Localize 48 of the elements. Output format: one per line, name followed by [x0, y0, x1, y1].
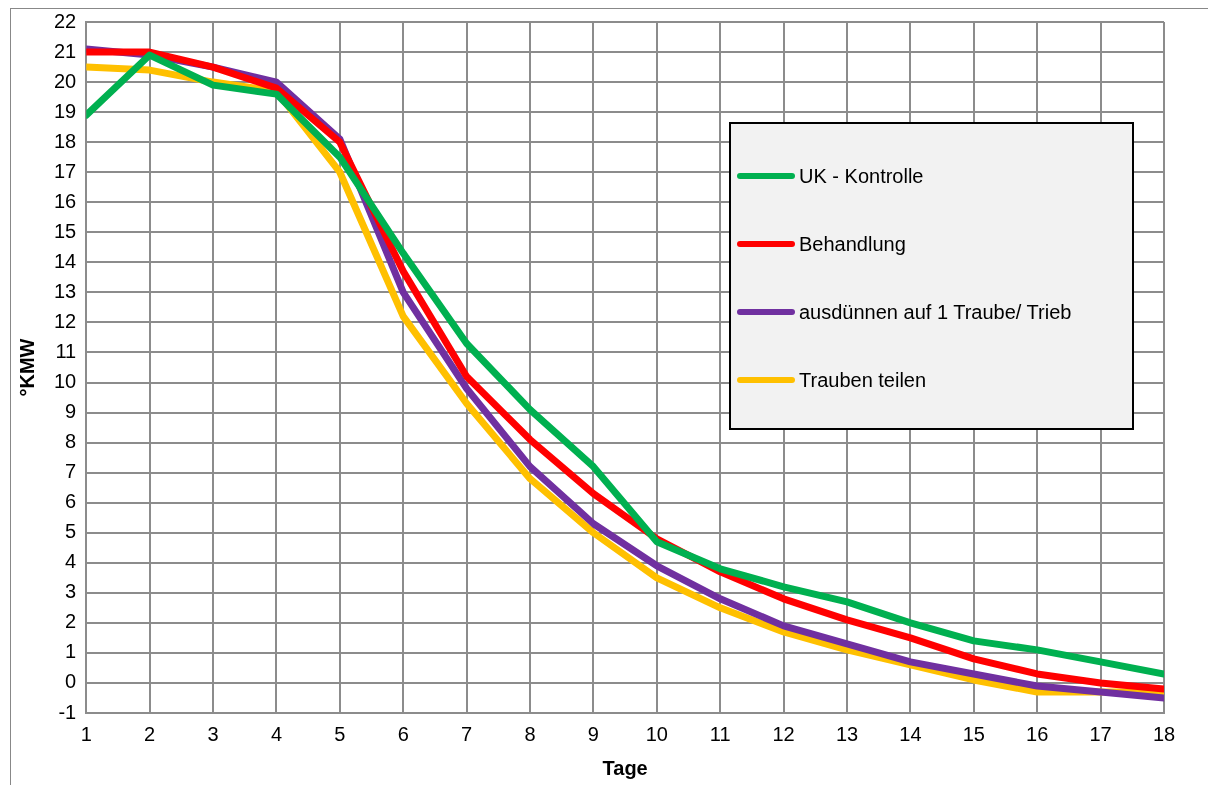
x-tick-label: 4: [270, 722, 282, 745]
x-tick-label: 13: [835, 722, 859, 745]
y-tick-label: 8: [65, 430, 77, 453]
y-tick-label: 0: [65, 670, 77, 693]
y-tick-label: 3: [65, 580, 77, 603]
x-tick-label: 18: [1152, 722, 1176, 745]
x-tick-label: 2: [144, 722, 156, 745]
y-tick-label: 19: [54, 99, 77, 122]
legend-label: Trauben teilen: [799, 368, 927, 392]
x-tick-label: 8: [524, 722, 536, 745]
y-tick-label: 18: [54, 129, 77, 152]
x-axis-title: Tage: [602, 756, 648, 779]
x-tick-label: 15: [962, 722, 985, 745]
y-tick-label: 15: [54, 219, 77, 242]
y-tick-label: 11: [55, 339, 77, 362]
x-tick-label: 11: [709, 722, 731, 745]
y-tick-label: 16: [54, 189, 77, 212]
y-tick-label: 17: [54, 159, 77, 182]
legend-label: ausdünnen auf 1 Traube/ Trieb: [799, 300, 1072, 324]
legend-label: UK - Kontrolle: [799, 164, 924, 188]
x-tick-label: 1: [80, 722, 92, 745]
y-tick-label: -1: [58, 700, 77, 723]
x-tick-label: 3: [207, 722, 219, 745]
x-tick-label: 7: [461, 722, 473, 745]
y-tick-label: 1: [65, 640, 77, 663]
y-tick-label: 21: [54, 39, 77, 62]
y-tick-label: 7: [65, 460, 77, 483]
y-tick-label: 12: [54, 309, 77, 332]
y-tick-label: 22: [54, 9, 77, 32]
y-tick-label: 14: [54, 249, 77, 272]
y-tick-label: 2: [65, 610, 77, 633]
x-tick-label: 5: [334, 722, 346, 745]
y-tick-label: 20: [54, 69, 77, 92]
x-tick-label: 17: [1089, 722, 1112, 745]
y-axis-title: °KMW: [15, 338, 38, 397]
y-tick-label: 6: [65, 490, 77, 513]
legend-label: Behandlung: [799, 232, 906, 256]
x-tick-label: 9: [587, 722, 599, 745]
y-tick-label: 10: [54, 370, 77, 393]
x-tick-label: 14: [899, 722, 922, 745]
y-tick-label: 5: [65, 520, 77, 543]
y-tick-label: 9: [65, 400, 77, 423]
x-tick-label: 16: [1026, 722, 1049, 745]
x-tick-label: 6: [397, 722, 409, 745]
x-tick-label: 12: [772, 722, 795, 745]
y-tick-label: 4: [65, 550, 77, 573]
y-tick-label: 13: [54, 279, 77, 302]
x-tick-label: 10: [645, 722, 668, 745]
